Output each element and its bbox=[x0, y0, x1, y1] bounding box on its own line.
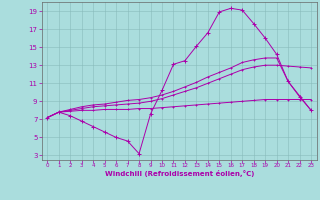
X-axis label: Windchill (Refroidissement éolien,°C): Windchill (Refroidissement éolien,°C) bbox=[105, 170, 254, 177]
